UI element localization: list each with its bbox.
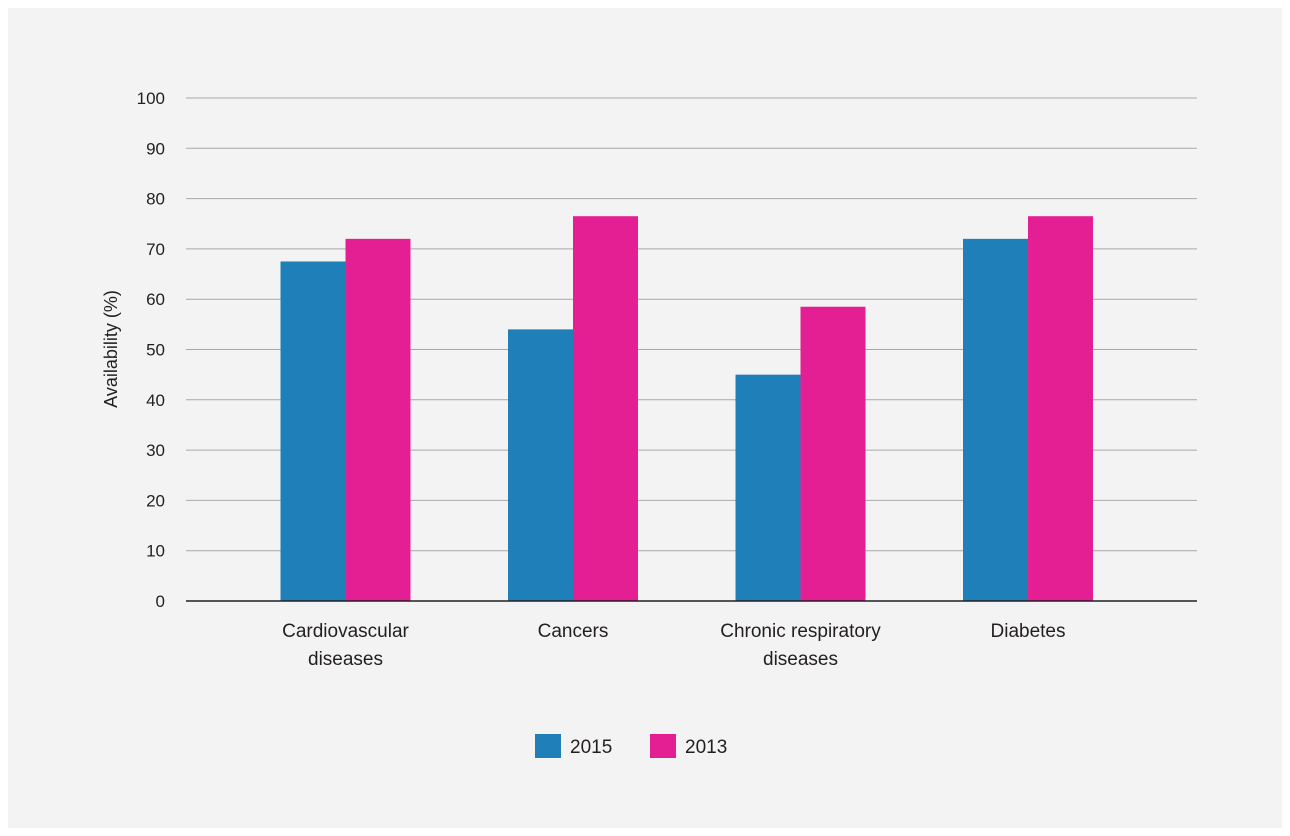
bar-2015-2: [735, 374, 801, 601]
bar-2013-2: [800, 306, 866, 601]
y-tick-label: 30: [146, 441, 165, 460]
y-tick-label: 100: [137, 89, 165, 108]
x-category-label-line: Cancers: [538, 621, 609, 642]
y-tick-label: 60: [146, 290, 165, 309]
bar-2015-0: [280, 261, 346, 601]
y-tick-label: 0: [156, 592, 165, 611]
x-category-label-line: Cardiovascular: [282, 621, 409, 642]
x-category-label-line: Diabetes: [991, 621, 1066, 642]
y-tick-label: 80: [146, 190, 165, 209]
x-category-label: Cardiovascular diseases: [282, 621, 409, 670]
bar-2013-0: [345, 238, 411, 601]
legend-swatch-2015: [535, 734, 561, 758]
x-category-label-line: diseases: [308, 649, 383, 670]
bar-2015-1: [508, 329, 573, 601]
y-tick-label: 10: [146, 542, 165, 561]
x-category-label-line: diseases: [763, 649, 838, 670]
x-category-label: Diabetes: [991, 621, 1066, 642]
legend-label-2015: 2015: [570, 737, 612, 758]
x-category-label-line: Chronic respiratory: [720, 621, 881, 642]
bar-2013-3: [1028, 216, 1093, 601]
y-tick-label: 40: [146, 391, 165, 410]
legend: 2015 2013: [535, 734, 727, 758]
y-tick-label: 50: [146, 341, 165, 360]
y-tick-label: 90: [146, 139, 165, 158]
legend-label-2013: 2013: [685, 737, 727, 758]
bar-2015-3: [963, 238, 1028, 601]
axes: 0 10 20 30 40 50 60 70 80 90 100 Cardiovascular dise…: [137, 89, 1197, 670]
legend-swatch-2013: [650, 734, 676, 758]
bar-2013-1: [573, 216, 638, 601]
bars: [280, 216, 1093, 601]
x-category-label: Cancers: [538, 621, 609, 642]
y-tick-label: 20: [146, 491, 165, 510]
x-category-label: Chronic respiratory diseases: [720, 621, 881, 670]
y-tick-label: 70: [146, 240, 165, 259]
y-axis-title: Availability (%): [101, 290, 121, 408]
